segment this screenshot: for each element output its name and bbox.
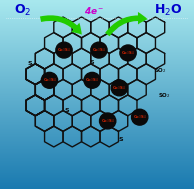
Circle shape xyxy=(120,45,136,61)
Text: Co$_3$S$_4$: Co$_3$S$_4$ xyxy=(57,46,71,54)
Text: Co$_3$S$_4$: Co$_3$S$_4$ xyxy=(113,84,126,92)
Text: Co$_3$S$_4$: Co$_3$S$_4$ xyxy=(92,46,106,54)
Text: Co$_3$S$_4$: Co$_3$S$_4$ xyxy=(121,49,135,57)
Circle shape xyxy=(56,42,72,58)
Text: SO$_2$: SO$_2$ xyxy=(154,66,167,75)
Text: O$_2$: O$_2$ xyxy=(14,3,31,18)
Circle shape xyxy=(84,72,100,88)
FancyArrowPatch shape xyxy=(105,12,148,36)
Text: S: S xyxy=(119,137,124,142)
Text: Co$_3$S$_4$: Co$_3$S$_4$ xyxy=(43,77,56,84)
Text: S: S xyxy=(28,61,32,66)
Text: Co$_3$S$_4$: Co$_3$S$_4$ xyxy=(85,77,99,84)
Text: Co$_3$S$_4$: Co$_3$S$_4$ xyxy=(133,113,146,121)
FancyArrowPatch shape xyxy=(40,15,82,35)
Text: S: S xyxy=(65,108,69,113)
Circle shape xyxy=(100,113,116,129)
Circle shape xyxy=(111,80,127,96)
Text: S: S xyxy=(90,60,94,65)
Circle shape xyxy=(132,109,148,125)
Circle shape xyxy=(91,42,107,58)
Circle shape xyxy=(41,72,58,88)
Text: Co$_3$S$_4$: Co$_3$S$_4$ xyxy=(101,117,114,125)
Text: 4e$^-$: 4e$^-$ xyxy=(84,5,104,16)
Text: H$_2$O: H$_2$O xyxy=(154,3,182,18)
Text: SO$_2$: SO$_2$ xyxy=(158,91,171,100)
